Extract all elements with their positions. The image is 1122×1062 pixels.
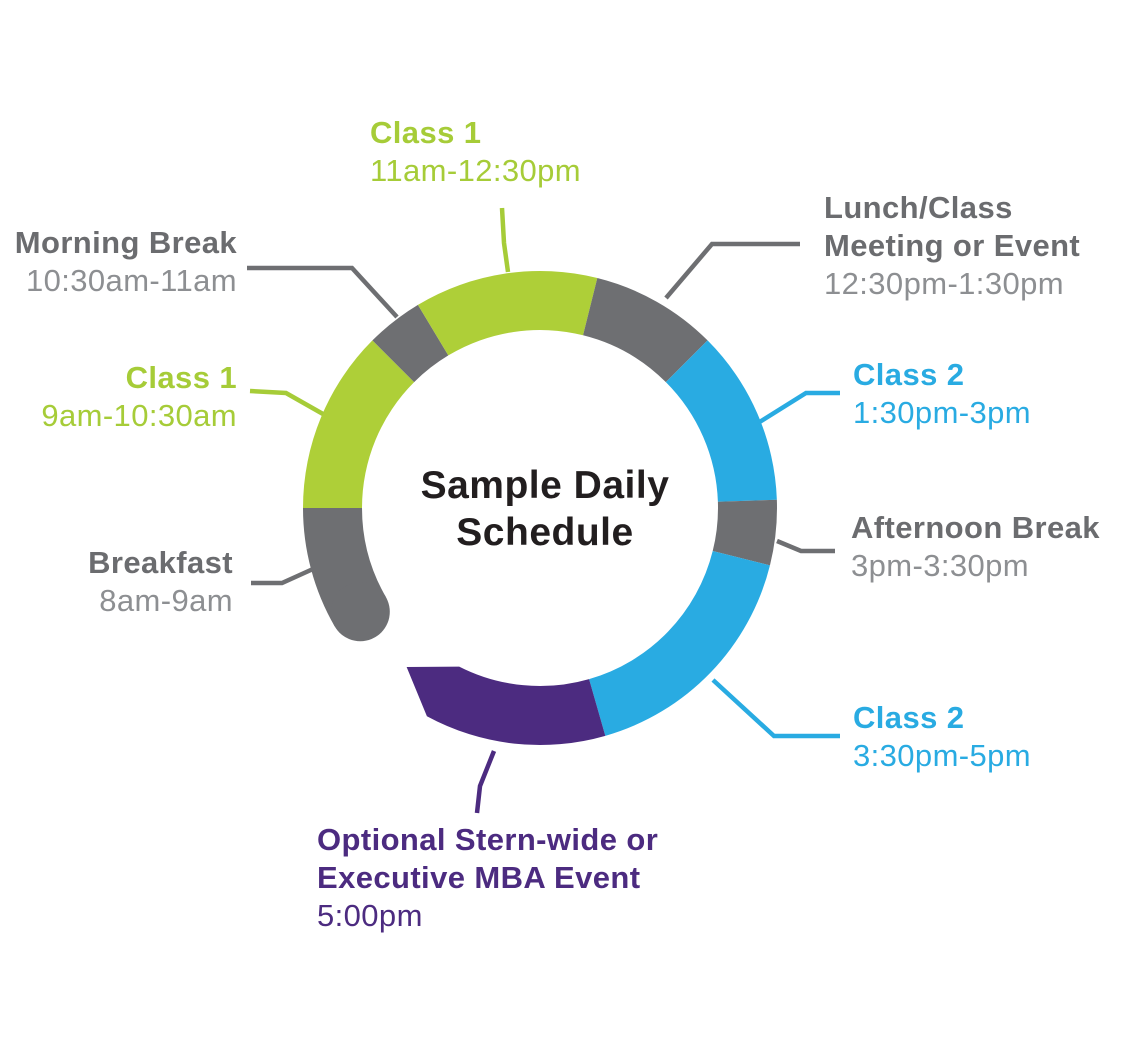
callout-class1-morning-time: 9am-10:30am [41, 398, 237, 433]
leader-line-class2-late [711, 678, 840, 739]
segment-morning-break [372, 304, 449, 383]
callout-lunch-class-meeting-label: Lunch/Class [824, 190, 1013, 225]
chart-title-line-1: Sample Daily [420, 464, 670, 507]
callout-lunch-class-meeting-label: Meeting or Event [824, 228, 1081, 263]
callout-class1-morning-label: Class 1 [125, 360, 237, 395]
callout-afternoon-break-label: Afternoon Break [851, 510, 1100, 545]
segment-class2-late [589, 551, 770, 736]
segment-optional-event [406, 666, 606, 745]
callout-optional-event: Optional Stern-wide or Executive MBA Even… [317, 821, 658, 935]
callout-morning-break: Morning Break 10:30am-11am [15, 224, 237, 300]
leader-line-class1-morning [249, 388, 325, 416]
callout-optional-event-label: Optional Stern-wide or [317, 822, 659, 857]
segment-breakfast-round-cap [330, 582, 390, 642]
callout-lunch-class-meeting-time: 12:30pm-1:30pm [824, 266, 1064, 301]
callout-class1-morning: Class 1 9am-10:30am [41, 359, 237, 435]
leader-line-breakfast [251, 566, 314, 586]
callout-afternoon-break: Afternoon Break 3pm-3:30pm [851, 509, 1100, 585]
callout-class2-late-label: Class 2 [853, 700, 965, 735]
callout-class1-midday-time: 11am-12:30pm [370, 153, 582, 188]
leader-line-afternoon-break [776, 538, 835, 554]
callout-optional-event-time: 5:00pm [317, 898, 423, 933]
segment-class2-afternoon [665, 340, 777, 502]
callout-class1-midday-label: Class 1 [370, 115, 482, 150]
segment-afternoon-break [712, 499, 777, 566]
callout-breakfast-label: Breakfast [88, 545, 233, 580]
callout-morning-break-time: 10:30am-11am [25, 263, 237, 298]
segment-lunch-class-meeting [583, 278, 708, 383]
callout-lunch-class-meeting: Lunch/Class Meeting or Event 12:30pm-1:30p… [824, 189, 1080, 303]
leader-line-class1-midday [499, 207, 511, 273]
leader-line-lunch-class-meeting [664, 241, 800, 300]
callout-class2-afternoon-time: 1:30pm-3pm [853, 395, 1032, 430]
callout-afternoon-break-time: 3pm-3:30pm [851, 548, 1030, 583]
callout-breakfast: Breakfast 8am-9am [88, 544, 233, 620]
segment-class1-morning [303, 340, 415, 508]
callout-class1-midday: Class 1 11am-12:30pm [370, 114, 581, 190]
callout-class2-late: Class 2 3:30pm-5pm [853, 699, 1031, 775]
leader-line-class2-afternoon [756, 390, 840, 425]
callout-optional-event-label: Executive MBA Event [317, 860, 641, 895]
callout-class2-afternoon: Class 2 1:30pm-3pm [853, 356, 1031, 432]
chart-title-line-2: Schedule [456, 511, 634, 554]
chart-title: Sample Daily Schedule [390, 462, 700, 556]
callout-morning-break-label: Morning Break [14, 225, 237, 260]
callout-breakfast-time: 8am-9am [99, 583, 233, 618]
callout-class2-late-time: 3:30pm-5pm [853, 738, 1032, 773]
leader-line-optional-event [474, 750, 497, 814]
callout-class2-afternoon-label: Class 2 [853, 357, 965, 392]
segment-class1-midday [417, 271, 598, 356]
leader-line-morning-break [247, 265, 399, 319]
